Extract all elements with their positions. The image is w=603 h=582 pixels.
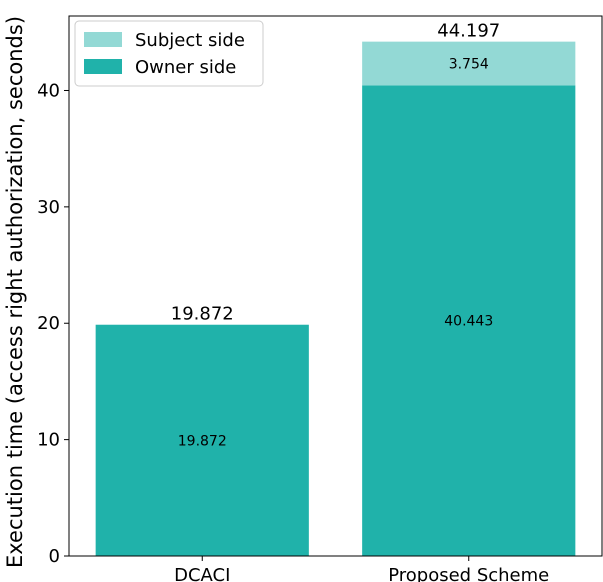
plot-area: 19.872 19.872 DCACI 40.443 3.754 44.197 Propos…: [37, 15, 603, 582]
bar-total-label: 19.872: [171, 304, 234, 325]
x-tick-label: DCACI: [174, 565, 230, 582]
y-tick-label: 10: [37, 430, 60, 451]
x-tick-label: Proposed Scheme: [388, 565, 549, 582]
segment-value-label: 40.443: [444, 314, 493, 330]
y-tick-label: 0: [49, 546, 60, 567]
bar-owner-0: [95, 324, 309, 556]
legend-swatch: [84, 32, 122, 47]
bar-total-label: 44.197: [437, 21, 500, 42]
y-tick-label: 40: [37, 80, 60, 101]
bar-owner-1: [362, 85, 576, 557]
plot-frame: [68, 15, 603, 557]
legend-label: Subject side: [135, 30, 245, 51]
segment-value-label: 19.872: [178, 433, 227, 449]
y-tick-label: 20: [37, 313, 60, 334]
legend-swatch: [84, 59, 122, 74]
segment-value-label: 3.754: [449, 56, 489, 72]
bar-subject-1: [362, 41, 576, 86]
legend: Subject side Owner side: [74, 20, 264, 87]
y-axis-title: Execution time (access right authorizati…: [3, 16, 27, 568]
y-tick-label: 30: [37, 197, 60, 218]
legend-label: Owner side: [135, 57, 236, 78]
